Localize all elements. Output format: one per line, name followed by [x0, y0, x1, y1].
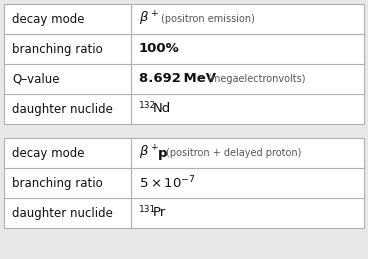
Text: 100%: 100%	[139, 42, 179, 55]
Text: $\beta^+$: $\beta^+$	[139, 10, 159, 28]
Text: Q–value: Q–value	[12, 73, 60, 85]
Text: branching ratio: branching ratio	[12, 176, 103, 190]
Text: daughter nuclide: daughter nuclide	[12, 206, 113, 219]
Text: 132: 132	[139, 100, 156, 110]
Text: Pr: Pr	[153, 206, 166, 219]
Text: 131: 131	[139, 205, 156, 213]
Text: 8.692 MeV: 8.692 MeV	[139, 73, 216, 85]
Bar	[4, 4, 364, 124]
Text: p: p	[158, 147, 167, 160]
Text: (positron emission): (positron emission)	[161, 14, 255, 24]
Text: daughter nuclide: daughter nuclide	[12, 103, 113, 116]
Text: branching ratio: branching ratio	[12, 42, 103, 55]
Text: decay mode: decay mode	[12, 12, 85, 25]
Text: (megaelectronvolts): (megaelectronvolts)	[207, 74, 305, 84]
Text: $\beta^+$: $\beta^+$	[139, 144, 159, 162]
Text: $5\times10^{-7}$: $5\times10^{-7}$	[139, 175, 195, 191]
Text: decay mode: decay mode	[12, 147, 85, 160]
Bar	[4, 138, 364, 228]
Text: (positron + delayed proton): (positron + delayed proton)	[166, 148, 301, 158]
Text: Nd: Nd	[153, 103, 171, 116]
